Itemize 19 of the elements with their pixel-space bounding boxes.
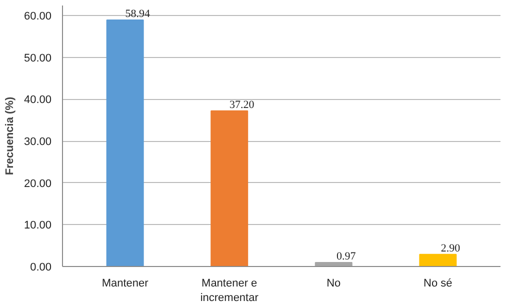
y-tick-label: 20.00 — [24, 178, 52, 190]
data-label: 2.90 — [440, 242, 461, 254]
y-tick-label: 0.00 — [30, 262, 52, 274]
x-tick-label: Mantener — [102, 278, 149, 290]
x-tick-label: Mantener e incrementar — [200, 278, 259, 304]
data-label: 58.94 — [125, 8, 150, 20]
bar — [210, 110, 248, 266]
data-label: 37.20 — [229, 98, 255, 111]
bar — [106, 19, 144, 266]
x-tick-label: No sé — [424, 278, 452, 290]
y-tick-label: 50.00 — [24, 52, 52, 64]
bar — [419, 254, 457, 266]
data-label: 0.97 — [336, 250, 356, 262]
x-tick-label: No — [326, 278, 341, 290]
y-tick-label: 60.00 — [24, 10, 52, 23]
y-tick-label: 40.00 — [24, 94, 52, 106]
y-tick-label: 30.00 — [24, 136, 52, 148]
y-axis-title: Frecuencia (%) — [4, 96, 16, 176]
y-tick-label: 10.00 — [24, 220, 52, 232]
